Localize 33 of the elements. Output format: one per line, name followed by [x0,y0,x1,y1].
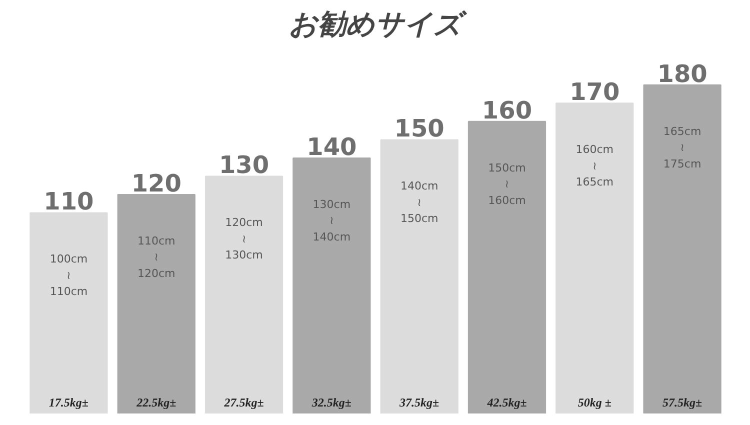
x-tick-label: 17.5kg± [48,396,89,410]
data-label: 170 [570,78,620,106]
annotation: 150cm ≀ 160cm [488,161,526,207]
chart-title: お勧めサイズ [289,8,468,40]
data-label: 180 [657,60,708,88]
x-tick-label: 32.5kg± [310,396,352,410]
annotation: 110cm ≀ 120cm [137,234,176,280]
x-tick-label: 37.5kg± [398,396,440,410]
x-tick-label: 22.5kg± [136,396,177,410]
annotation: 165cm ≀ 175cm [663,124,702,170]
data-label: 150 [394,114,444,143]
x-tick-label: 50kg ± [578,396,612,410]
data-label: 130 [218,151,270,180]
data-label: 120 [131,169,182,198]
bar [468,120,546,414]
annotation: 140cm ≀ 150cm [400,180,438,226]
x-tick-label: 27.5kg± [223,396,264,410]
annotation: 160cm ≀ 165cm [576,143,614,189]
annotation: 120cm ≀ 130cm [225,216,263,262]
bar [292,157,371,414]
x-tick-label: 42.5kg± [486,396,528,410]
bar [117,194,196,414]
x-tick-label: 57.5kg± [662,396,702,410]
data-label: 160 [482,96,532,124]
bar [643,84,722,414]
bar [556,102,634,414]
annotation: 100cm ≀ 110cm [50,252,88,298]
bar [30,212,108,414]
data-label: 110 [44,188,94,216]
data-label: 140 [306,132,357,161]
annotation: 130cm ≀ 140cm [312,198,351,244]
bar [204,176,284,414]
bar [380,139,458,414]
